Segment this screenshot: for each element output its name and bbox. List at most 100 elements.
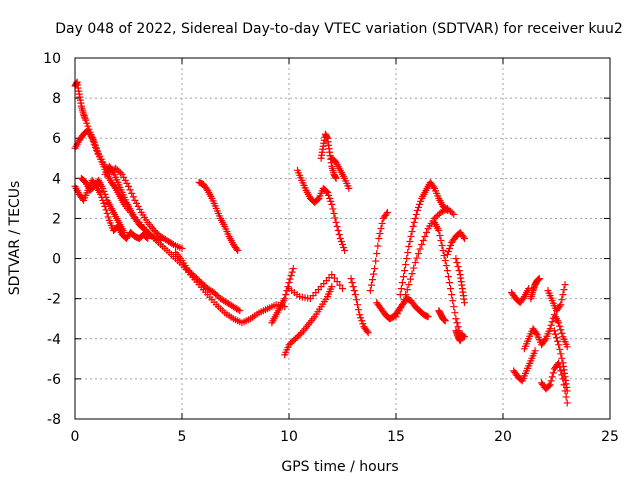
data-point	[446, 279, 453, 287]
data-point	[285, 279, 293, 287]
data-point	[103, 209, 111, 217]
data-point	[234, 247, 242, 255]
data-point	[120, 173, 128, 181]
data-point	[347, 275, 355, 283]
data-point	[556, 345, 564, 353]
data-point	[419, 237, 427, 245]
data-point	[332, 174, 340, 182]
data-point	[408, 227, 416, 235]
data-point	[434, 211, 442, 219]
data-point	[133, 199, 141, 207]
data-point	[150, 226, 158, 234]
data-point	[450, 210, 458, 218]
data-point	[409, 222, 417, 230]
data-point	[398, 279, 406, 287]
data-point	[547, 377, 555, 385]
data-point	[405, 243, 413, 251]
data-point	[403, 286, 411, 294]
data-point	[563, 343, 571, 351]
data-point	[336, 235, 344, 242]
data-point	[286, 275, 294, 283]
data-point	[455, 267, 463, 275]
data-point	[438, 242, 446, 250]
data-point	[328, 271, 336, 279]
data-point	[314, 195, 322, 203]
data-point	[349, 283, 357, 291]
series-arc22	[510, 347, 539, 385]
data-point	[452, 255, 460, 263]
data-point	[446, 245, 453, 253]
data-point	[330, 209, 338, 217]
data-point	[414, 203, 422, 211]
data-point	[233, 245, 241, 253]
data-point	[213, 292, 221, 300]
data-point	[535, 275, 543, 283]
series-arc24	[538, 359, 571, 407]
data-point	[556, 302, 564, 310]
data-point	[102, 206, 110, 214]
data-point	[355, 306, 363, 314]
data-point	[399, 273, 407, 281]
y-tick-label: 8	[52, 91, 61, 107]
series-arc20	[452, 255, 468, 307]
data-point	[546, 381, 554, 389]
data-point	[445, 206, 453, 214]
data-point	[287, 339, 295, 347]
data-point	[437, 237, 445, 245]
data-point	[416, 200, 424, 208]
series-arc28	[452, 327, 466, 345]
data-point	[366, 287, 374, 295]
data-point	[281, 295, 289, 303]
data-point	[197, 279, 205, 287]
data-point	[115, 167, 123, 175]
data-point	[287, 272, 295, 280]
data-point	[558, 354, 566, 362]
data-point	[82, 116, 90, 124]
data-point	[394, 310, 402, 318]
data-point	[557, 367, 565, 375]
data-point	[333, 278, 341, 286]
data-point	[402, 261, 410, 269]
data-point	[555, 341, 563, 349]
data-point	[199, 280, 207, 288]
data-point	[447, 242, 455, 250]
data-point	[134, 202, 142, 210]
data-point	[152, 228, 160, 236]
data-point	[358, 317, 366, 325]
data-point	[563, 399, 571, 407]
data-point	[200, 282, 208, 290]
data-point	[153, 229, 161, 237]
data-point	[412, 210, 420, 218]
data-point	[143, 233, 151, 241]
data-point	[375, 235, 383, 242]
data-point	[328, 283, 336, 291]
data-point	[370, 270, 378, 278]
data-point	[168, 240, 176, 248]
data-point	[541, 336, 549, 344]
data-point	[531, 347, 539, 355]
data-point	[348, 279, 356, 287]
data-point	[435, 226, 443, 234]
series-arc8	[281, 283, 336, 359]
data-point	[121, 176, 129, 184]
data-point	[558, 296, 566, 304]
data-point	[560, 286, 568, 294]
data-point	[282, 291, 290, 299]
y-axis-title: SDTVAR / TECUs	[7, 181, 23, 296]
x-tick-label: 15	[387, 429, 405, 445]
series-arc13	[347, 275, 372, 337]
data-point	[549, 369, 557, 377]
data-point	[373, 250, 381, 258]
data-point	[448, 291, 456, 299]
data-point	[157, 237, 165, 245]
data-point	[357, 314, 365, 322]
data-point	[285, 341, 293, 349]
data-point	[436, 231, 444, 239]
data-point	[559, 291, 567, 299]
x-tick-label: 10	[280, 429, 298, 445]
data-point	[352, 296, 360, 304]
data-point	[411, 214, 419, 222]
data-point	[341, 247, 349, 255]
data-point	[532, 329, 540, 337]
data-point	[442, 262, 450, 270]
